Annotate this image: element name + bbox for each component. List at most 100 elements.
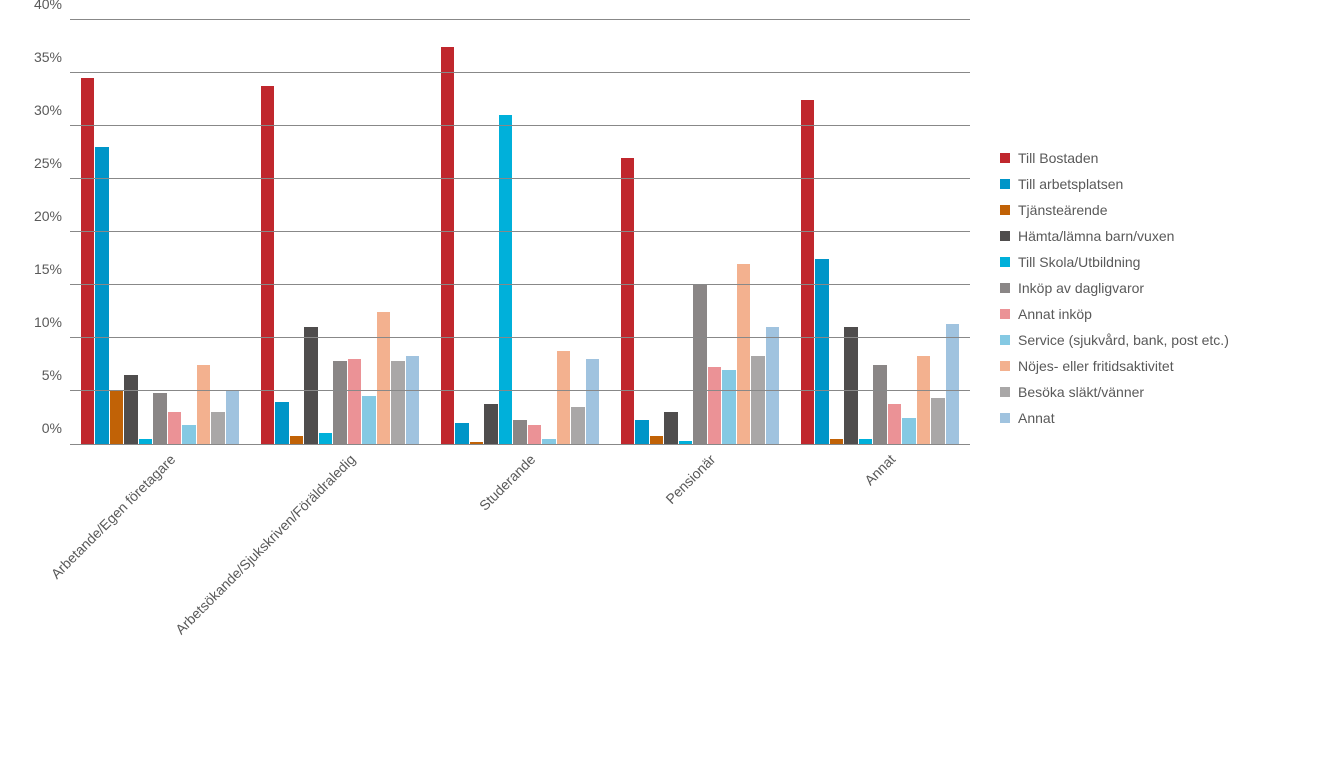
legend-item: Service (sjukvård, bank, post etc.) bbox=[1000, 332, 1229, 348]
bar bbox=[664, 412, 677, 444]
gridline bbox=[70, 125, 970, 126]
bar bbox=[830, 439, 843, 444]
bar bbox=[888, 404, 901, 444]
legend-item: Inköp av dagligvaror bbox=[1000, 280, 1229, 296]
bar bbox=[693, 285, 706, 444]
bar bbox=[110, 391, 123, 444]
plot-area: Arbetande/Egen företagareArbetsökande/Sj… bbox=[70, 20, 970, 445]
y-tick-label: 20% bbox=[34, 208, 70, 224]
bar bbox=[946, 324, 959, 444]
bar bbox=[333, 361, 346, 444]
bar bbox=[815, 259, 828, 445]
y-tick-label: 40% bbox=[34, 0, 70, 12]
bar bbox=[95, 147, 108, 444]
x-category-label: Pensionär bbox=[655, 444, 718, 507]
bar bbox=[635, 420, 648, 444]
gridline bbox=[70, 178, 970, 179]
legend-label: Tjänsteärende bbox=[1018, 202, 1108, 218]
x-category-label: Arbetsökande/Sjukskriven/Föräldraledig bbox=[165, 444, 358, 637]
y-tick-label: 35% bbox=[34, 49, 70, 65]
bar bbox=[168, 412, 181, 444]
bar bbox=[586, 359, 599, 444]
bar-group: Studerande bbox=[430, 20, 610, 444]
legend-swatch bbox=[1000, 153, 1010, 163]
bar bbox=[348, 359, 361, 444]
legend-swatch bbox=[1000, 387, 1010, 397]
legend-label: Inköp av dagligvaror bbox=[1018, 280, 1144, 296]
legend-swatch bbox=[1000, 231, 1010, 241]
bar bbox=[441, 47, 454, 445]
legend-item: Till Bostaden bbox=[1000, 150, 1229, 166]
legend-label: Till Skola/Utbildning bbox=[1018, 254, 1140, 270]
legend-item: Besöka släkt/vänner bbox=[1000, 384, 1229, 400]
bar-group: Arbetande/Egen företagare bbox=[70, 20, 250, 444]
x-category-label: Studerande bbox=[469, 444, 539, 514]
bar-groups: Arbetande/Egen företagareArbetsökande/Sj… bbox=[70, 20, 970, 444]
y-tick-label: 30% bbox=[34, 102, 70, 118]
legend-item: Nöjes- eller fritidsaktivitet bbox=[1000, 358, 1229, 374]
legend-swatch bbox=[1000, 361, 1010, 371]
bar bbox=[182, 425, 195, 444]
gridline bbox=[70, 390, 970, 391]
gridline bbox=[70, 337, 970, 338]
gridline bbox=[70, 19, 970, 20]
legend-swatch bbox=[1000, 205, 1010, 215]
bar-group: Pensionär bbox=[610, 20, 790, 444]
bar bbox=[859, 439, 872, 444]
bar bbox=[621, 158, 634, 444]
bar bbox=[499, 115, 512, 444]
legend-label: Service (sjukvård, bank, post etc.) bbox=[1018, 332, 1229, 348]
legend-label: Besöka släkt/vänner bbox=[1018, 384, 1144, 400]
bar bbox=[362, 396, 375, 444]
legend-item: Annat bbox=[1000, 410, 1229, 426]
bar bbox=[197, 365, 210, 445]
bar bbox=[679, 441, 692, 444]
bar bbox=[737, 264, 750, 444]
bar bbox=[226, 391, 239, 444]
legend-swatch bbox=[1000, 413, 1010, 423]
bar bbox=[153, 393, 166, 444]
bar bbox=[557, 351, 570, 444]
bars bbox=[441, 20, 599, 444]
legend-swatch bbox=[1000, 335, 1010, 345]
bar bbox=[211, 412, 224, 444]
bar bbox=[528, 425, 541, 444]
gridline bbox=[70, 72, 970, 73]
bars bbox=[801, 20, 959, 444]
bar bbox=[290, 436, 303, 444]
bar bbox=[722, 370, 735, 444]
legend-swatch bbox=[1000, 283, 1010, 293]
bar bbox=[902, 418, 915, 445]
y-tick-label: 25% bbox=[34, 155, 70, 171]
bar bbox=[766, 327, 779, 444]
legend-label: Annat bbox=[1018, 410, 1055, 426]
bar-group: Annat bbox=[790, 20, 970, 444]
bar bbox=[304, 327, 317, 444]
legend-label: Annat inköp bbox=[1018, 306, 1092, 322]
legend-item: Till Skola/Utbildning bbox=[1000, 254, 1229, 270]
bar bbox=[917, 356, 930, 444]
gridline bbox=[70, 284, 970, 285]
bar bbox=[571, 407, 584, 444]
bar bbox=[406, 356, 419, 444]
bar bbox=[455, 423, 468, 444]
y-tick-label: 0% bbox=[42, 420, 70, 436]
legend-item: Hämta/lämna barn/vuxen bbox=[1000, 228, 1229, 244]
y-tick-label: 10% bbox=[34, 314, 70, 330]
bars bbox=[261, 20, 419, 444]
bar bbox=[319, 433, 332, 444]
bar bbox=[484, 404, 497, 444]
x-category-label: Arbetande/Egen företagare bbox=[41, 444, 179, 582]
legend-label: Till Bostaden bbox=[1018, 150, 1098, 166]
x-category-label: Annat bbox=[854, 444, 898, 488]
bar bbox=[751, 356, 764, 444]
legend-label: Hämta/lämna barn/vuxen bbox=[1018, 228, 1174, 244]
bar-group: Arbetsökande/Sjukskriven/Föräldraledig bbox=[250, 20, 430, 444]
bar bbox=[470, 442, 483, 444]
bar bbox=[844, 327, 857, 444]
bars bbox=[81, 20, 239, 444]
y-tick-label: 15% bbox=[34, 261, 70, 277]
bar bbox=[650, 436, 663, 444]
legend-label: Till arbetsplatsen bbox=[1018, 176, 1123, 192]
bar bbox=[708, 367, 721, 444]
